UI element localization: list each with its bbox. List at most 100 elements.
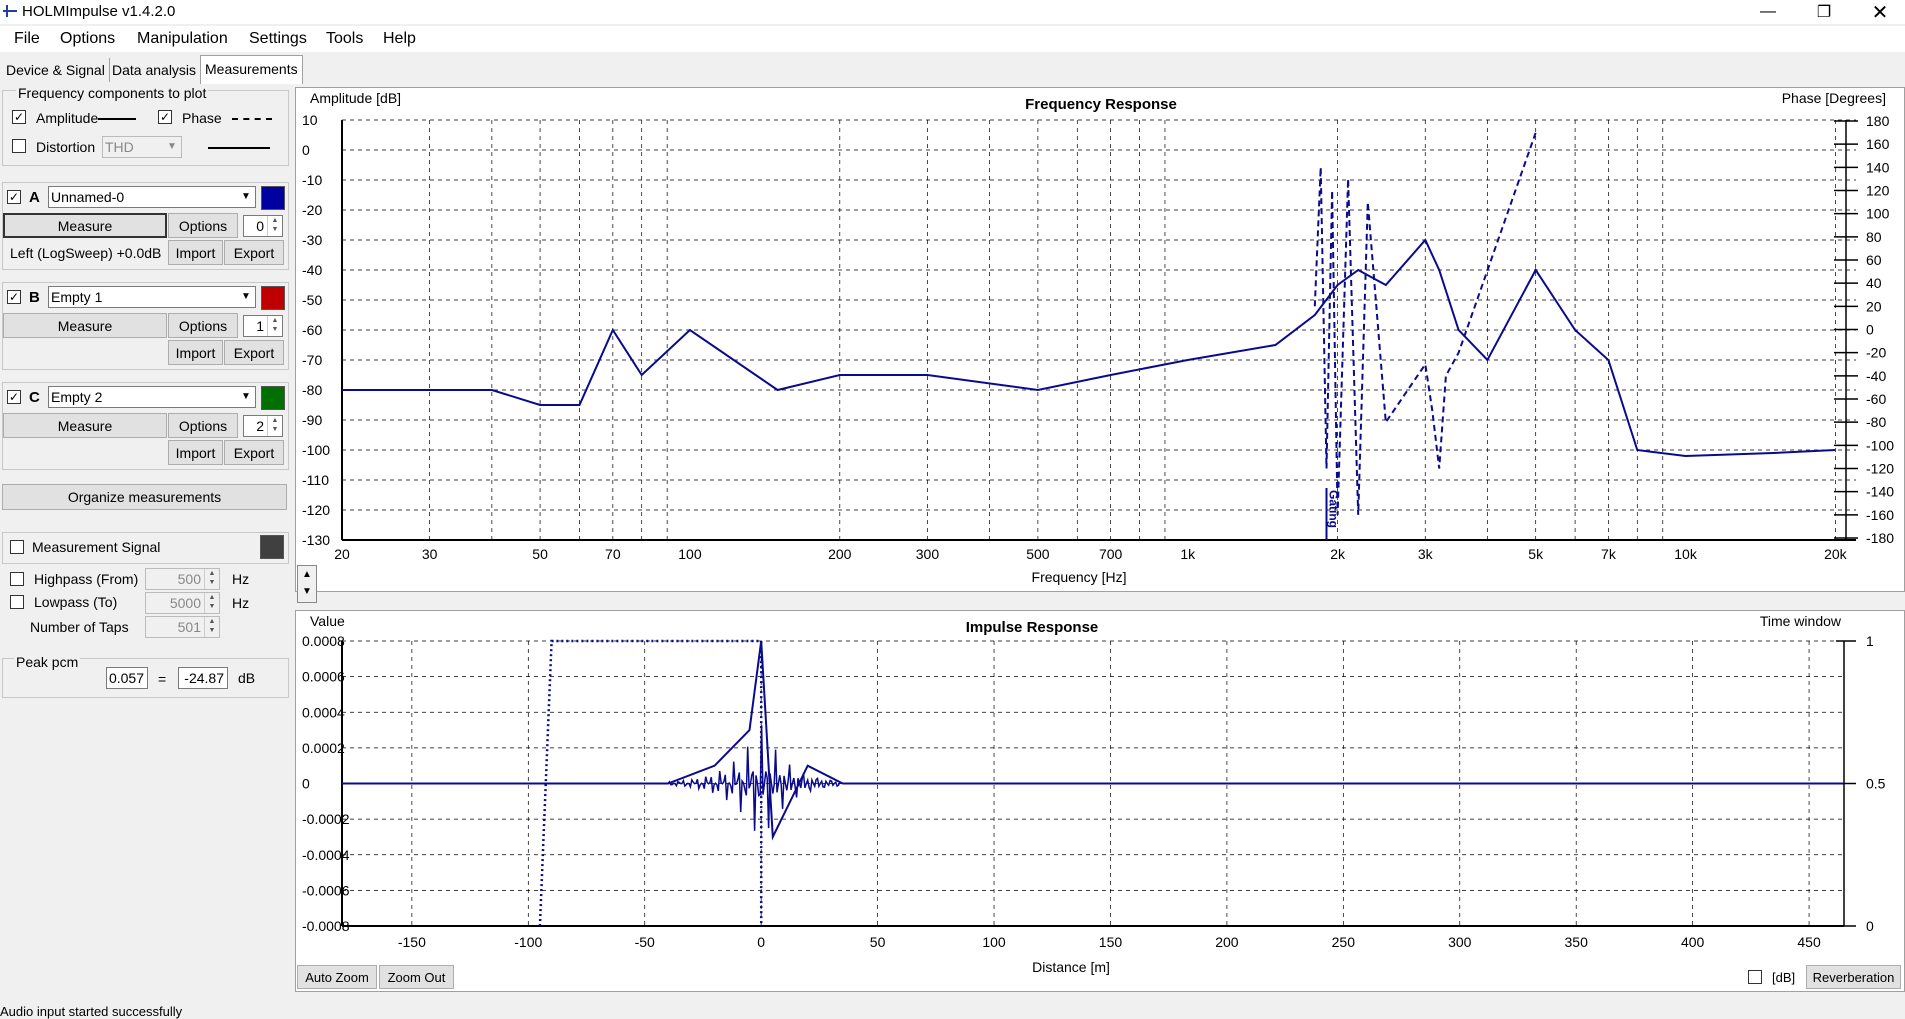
channel-a-color-swatch[interactable] — [261, 186, 285, 210]
distortion-checkbox[interactable] — [12, 139, 26, 153]
y-tick-label: -130 — [302, 532, 330, 548]
x-tick-label: 3k — [1418, 546, 1434, 562]
restore-icon[interactable]: ❐ — [1816, 4, 1832, 21]
channel-c-import-button[interactable]: Import — [168, 440, 223, 465]
y2-tick-label: 140 — [1866, 159, 1890, 175]
channel-c-measure-button[interactable]: Measure — [3, 413, 167, 438]
amplitude-line-style — [98, 118, 136, 120]
x-tick-label: 400 — [1681, 934, 1705, 950]
menu-help[interactable]: Help — [383, 30, 416, 47]
y-tick-label: -70 — [302, 352, 322, 368]
phase-checkbox[interactable]: ✓ — [158, 110, 172, 124]
measurement-signal-color-swatch[interactable] — [260, 535, 284, 559]
y2-tick-label: 100 — [1866, 206, 1890, 222]
spinner-arrows-icon[interactable]: ▲ ▼ — [267, 316, 282, 336]
x-tick-label: 1k — [1180, 546, 1196, 562]
y2-tick-label: 0 — [1866, 322, 1874, 338]
lowpass-spinner[interactable]: 5000 ▲ ▼ — [145, 592, 220, 614]
impulse-response-chart[interactable]: Value Impulse Response Time window Distance… — [295, 610, 1905, 992]
spinner-arrows-icon[interactable]: ▲ ▼ — [204, 617, 219, 637]
splitter-arrows-icon[interactable]: ▲ ▼ — [297, 565, 317, 603]
x-tick-label: 100 — [982, 934, 1006, 950]
y-tick-label: -0.0002 — [302, 811, 350, 827]
channel-b-options-button[interactable]: Options — [168, 313, 238, 338]
channel-a-measure-button[interactable]: Measure — [3, 213, 167, 238]
channel-a-import-button[interactable]: Import — [168, 240, 223, 265]
distortion-line-style — [208, 147, 270, 149]
y2-tick-label: 180 — [1866, 113, 1890, 129]
tab-strip: Device & Signal Data analysis Measuremen… — [0, 55, 1905, 84]
y-axis-label: Amplitude [dB] — [310, 90, 401, 106]
channel-b-name: Empty 1 — [51, 289, 103, 305]
channel-a-checkbox[interactable]: ✓ — [7, 190, 21, 204]
channel-a-select[interactable]: Unnamed-0 ▼ — [48, 186, 256, 208]
y-tick-label: 0.0002 — [302, 740, 345, 756]
highpass-label: Highpass (From) — [34, 571, 139, 587]
amplitude-checkbox[interactable]: ✓ — [12, 110, 26, 124]
measurement-signal-checkbox[interactable] — [10, 540, 24, 554]
y-tick-label: -120 — [302, 502, 330, 518]
lowpass-checkbox[interactable] — [10, 595, 24, 609]
x-tick-label: 200 — [1215, 934, 1239, 950]
close-icon[interactable]: ✕ — [1871, 1, 1889, 24]
channel-c-export-button[interactable]: Export — [224, 440, 284, 465]
channel-a-export-button[interactable]: Export — [224, 240, 284, 265]
gating-label: Gating — [1327, 490, 1341, 528]
menu-manipulation[interactable]: Manipulation — [137, 30, 228, 47]
impulse-response-svg: Value Impulse Response Time window Distance… — [302, 613, 1886, 975]
x-tick-label: 20k — [1824, 546, 1848, 562]
minimize-icon[interactable]: — — [1760, 3, 1776, 20]
highpass-spinner[interactable]: 500 ▲ ▼ — [145, 568, 220, 590]
taps-spinner[interactable]: 501 ▲ ▼ — [145, 616, 220, 638]
channel-a-options-button[interactable]: Options — [168, 213, 238, 238]
channel-b-spinner[interactable]: 1 ▲ ▼ — [243, 315, 283, 337]
amplitude-label: Amplitude — [36, 110, 99, 126]
tab-device-signal[interactable]: Device & Signal — [2, 58, 110, 82]
highpass-checkbox[interactable] — [10, 572, 24, 586]
chart-title: Frequency Response — [1025, 96, 1177, 113]
x-tick-label: 30 — [422, 546, 438, 562]
menu-file[interactable]: File — [14, 30, 40, 47]
channel-c-spinner[interactable]: 2 ▲ ▼ — [243, 415, 283, 437]
y-tick-label: -20 — [302, 202, 322, 218]
menu-tools[interactable]: Tools — [326, 30, 364, 47]
y-tick-label: -90 — [302, 412, 322, 428]
frequency-response-chart[interactable]: Amplitude [dB] Frequency Response Phase [D… — [295, 87, 1905, 592]
channel-b-export-button[interactable]: Export — [224, 340, 284, 365]
tab-measurements[interactable]: Measurements — [200, 55, 303, 84]
channel-b-checkbox[interactable]: ✓ — [7, 290, 21, 304]
spinner-arrows-icon[interactable]: ▲ ▼ — [267, 216, 282, 236]
auto-zoom-button[interactable]: Auto Zoom — [297, 965, 377, 989]
spinner-arrows-icon[interactable]: ▲ ▼ — [267, 416, 282, 436]
db-checkbox[interactable] — [1748, 970, 1762, 984]
channel-c-select[interactable]: Empty 2 ▼ — [48, 386, 256, 408]
channel-c-checkbox[interactable]: ✓ — [7, 390, 21, 404]
db-label: [dB] — [1772, 970, 1796, 985]
menu-settings[interactable]: Settings — [249, 30, 307, 47]
x-tick-label: 100 — [678, 546, 702, 562]
distortion-select[interactable]: THD ▼ — [102, 136, 182, 158]
channel-a-spinner[interactable]: 0 ▲ ▼ — [243, 215, 283, 237]
chevron-down-icon: ▼ — [241, 291, 251, 302]
channel-b-group — [2, 282, 289, 370]
reverberation-button[interactable]: Reverberation — [1806, 965, 1901, 989]
channel-b-color-swatch[interactable] — [261, 286, 285, 310]
spinner-arrows-icon[interactable]: ▲ ▼ — [204, 593, 219, 613]
channel-b-measure-button[interactable]: Measure — [3, 313, 167, 338]
tab-data-analysis[interactable]: Data analysis — [108, 58, 202, 82]
zoom-out-button[interactable]: Zoom Out — [379, 965, 454, 989]
spinner-arrows-icon[interactable]: ▲ ▼ — [204, 569, 219, 589]
chevron-down-icon: ▼ — [241, 191, 251, 202]
y2-tick-label: 80 — [1866, 229, 1882, 245]
impulse-series-line — [342, 640, 1844, 841]
channel-c-options-button[interactable]: Options — [168, 413, 238, 438]
y-tick-label: 0.0008 — [302, 633, 345, 649]
channel-c-color-swatch[interactable] — [261, 386, 285, 410]
channel-b-import-button[interactable]: Import — [168, 340, 223, 365]
amplitude-series-line — [342, 238, 1836, 458]
app-icon — [3, 5, 17, 17]
organize-measurements-button[interactable]: Organize measurements — [2, 484, 287, 510]
menu-options[interactable]: Options — [60, 30, 116, 47]
y-tick-label: -0.0008 — [302, 918, 350, 934]
channel-b-select[interactable]: Empty 1 ▼ — [48, 286, 256, 308]
